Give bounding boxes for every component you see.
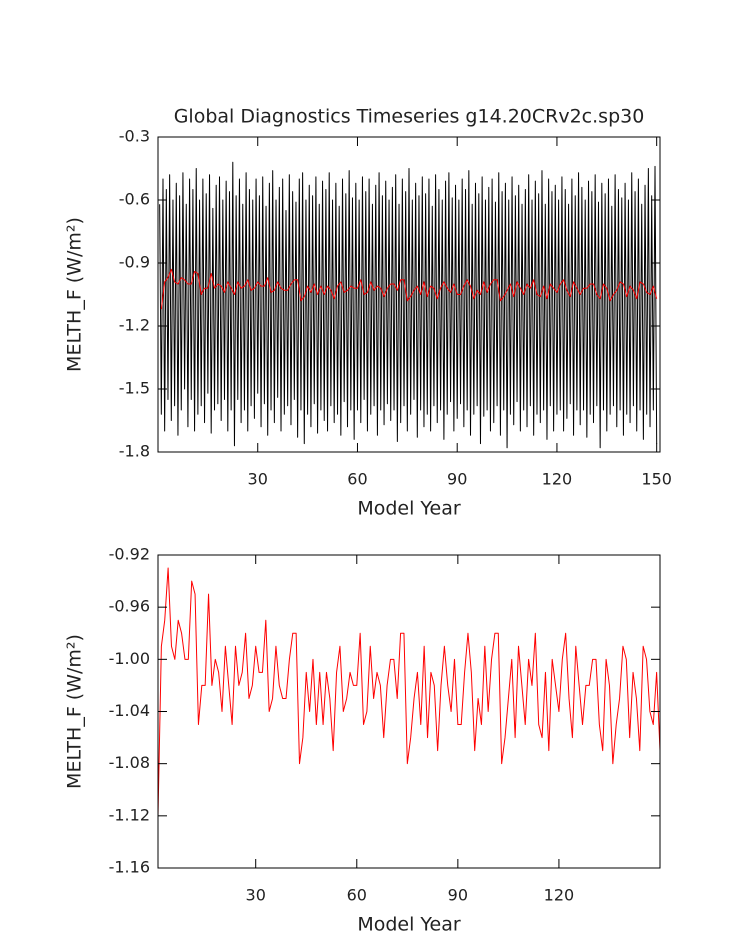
plot-frame (157, 554, 661, 869)
x-tick-label: 90 (448, 886, 468, 905)
x-tick-label: 120 (542, 470, 573, 489)
y-tick-label: -0.96 (109, 597, 150, 616)
y-tick-label: -1.12 (109, 805, 150, 824)
x-axis-title: Model Year (357, 914, 461, 936)
x-tick-label: 30 (248, 470, 268, 489)
x-tick-label: 60 (347, 886, 367, 905)
x-tick-label: 120 (544, 886, 575, 905)
plot-0: -1.8 -1.5 -1.2 -0.9 -0.6 -0.3 30 60 90 120 150 Glob… (64, 106, 672, 520)
y-axis-title: MELTH_F (W/m²) (64, 217, 86, 372)
data-area (158, 567, 660, 816)
y-tick-label: -1.8 (119, 442, 150, 461)
plot-1: -1.16 -1.12 -1.08 -1.04 -1.00 -0.96 -0.92 30 60 9… (64, 545, 661, 936)
data-line (158, 567, 660, 816)
y-axis-title: MELTH_F (W/m²) (64, 634, 86, 789)
x-axis-title: Model Year (357, 498, 461, 520)
y-tick-label: -0.6 (119, 190, 150, 209)
y-tick-label: -1.08 (109, 753, 150, 772)
y-tick-label: -1.00 (109, 649, 150, 668)
plot-frame (157, 136, 661, 453)
x-tick-label: 60 (347, 470, 367, 489)
chart-title: Global Diagnostics Timeseries g14.20CRv2… (174, 106, 645, 128)
x-tick-label: 150 (641, 470, 672, 489)
y-tick-label: -0.92 (109, 545, 150, 564)
y-tick-label: -0.3 (119, 127, 150, 146)
data-line (160, 268, 658, 310)
y-tick-label: -1.2 (119, 316, 150, 335)
x-tick-label: 30 (246, 886, 266, 905)
y-tick-label: -1.04 (109, 701, 150, 720)
y-tick-label: -1.16 (109, 858, 150, 877)
data-line (159, 161, 658, 449)
y-tick-label: -1.5 (119, 379, 150, 398)
x-tick-label: 90 (447, 470, 467, 489)
data-area (159, 161, 658, 449)
y-tick-label: -0.9 (119, 253, 150, 272)
